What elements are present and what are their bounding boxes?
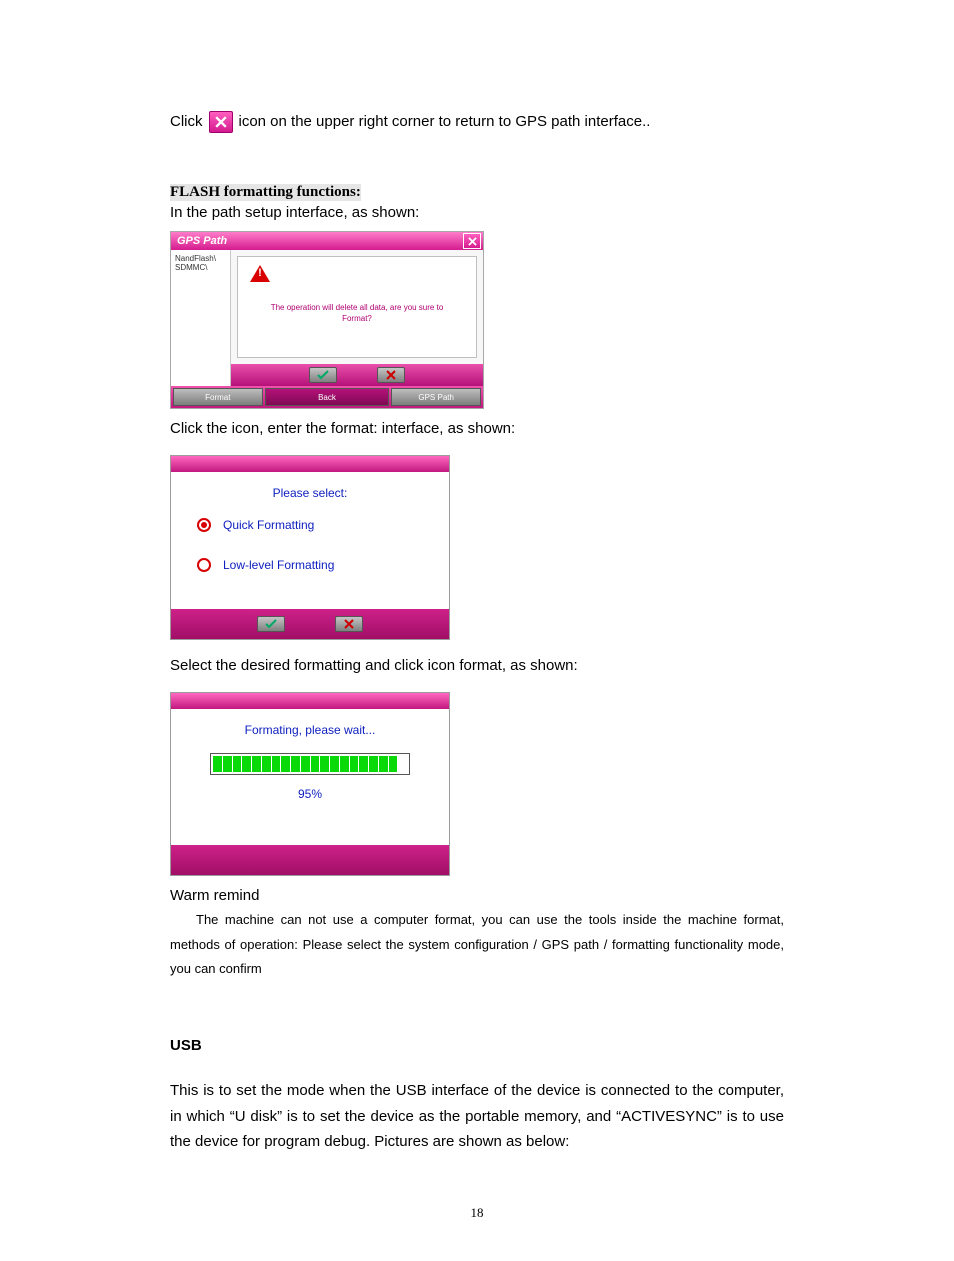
option-lowlevel[interactable]: Low-level Formatting [197, 558, 435, 572]
warm-body: The machine can not use a computer forma… [170, 908, 784, 982]
select-prompt: Please select: [185, 486, 435, 500]
option-label: Quick Formatting [223, 518, 314, 532]
dialog-titlebar: GPS Path [171, 232, 483, 250]
option-label: Low-level Formatting [223, 558, 334, 572]
page-number: 18 [170, 1205, 784, 1221]
option-quick[interactable]: Quick Formatting [197, 518, 435, 532]
confirm-button[interactable] [309, 367, 337, 383]
progress-percent: 95% [298, 787, 322, 801]
dialog-title-text: GPS Path [177, 235, 227, 247]
progress-segment [281, 756, 290, 772]
progress-segment [311, 756, 320, 772]
progress-segment [379, 756, 388, 772]
gps-path-button[interactable]: GPS Path [391, 388, 481, 406]
intro-prefix: Click [170, 110, 203, 134]
close-icon[interactable] [463, 233, 481, 249]
dialog-message-line: The operation will delete all data, are … [271, 303, 444, 313]
progress-segment [242, 756, 251, 772]
progress-segment [320, 756, 329, 772]
back-button[interactable]: Back [265, 388, 390, 406]
format-progress-dialog: Formating, please wait... 95% [170, 692, 450, 876]
radio-icon [197, 518, 211, 532]
progress-segment [389, 756, 398, 772]
progress-segment [272, 756, 281, 772]
progress-segment [223, 756, 232, 772]
folder-list: NandFlash\ SDMMC\ [171, 250, 231, 386]
progress-segment [233, 756, 242, 772]
progress-segment [359, 756, 368, 772]
usb-body: This is to set the mode when the USB int… [170, 1078, 784, 1155]
intro-suffix: icon on the upper right corner to return… [239, 110, 651, 134]
warning-icon [250, 265, 270, 282]
dialog-message-line: Format? [271, 314, 444, 324]
confirm-button[interactable] [257, 616, 285, 632]
intro-line: Click icon on the upper right corner to … [170, 110, 784, 134]
dialog-foot-bar [171, 845, 449, 875]
gps-path-dialog: GPS Path NandFlash\ SDMMC\ The operation… [170, 231, 484, 409]
progress-segment [330, 756, 339, 772]
cancel-button[interactable] [335, 616, 363, 632]
progress-message: Formating, please wait... [245, 723, 376, 737]
progress-segment [262, 756, 271, 772]
progress-segment [301, 756, 310, 772]
progress-segment [369, 756, 378, 772]
format-select-dialog: Please select: Quick Formatting Low-leve… [170, 455, 450, 640]
usb-heading: USB [170, 1037, 784, 1054]
progress-segment [398, 756, 407, 772]
flash-heading: FLASH formatting functions: [170, 184, 361, 201]
folder-item[interactable]: NandFlash\ [175, 254, 226, 263]
flash-line1: In the path setup interface, as shown: [170, 201, 784, 225]
dialog-top-bar [171, 456, 449, 472]
flash-line2: Click the icon, enter the format: interf… [170, 417, 784, 441]
radio-icon [197, 558, 211, 572]
dialog-message: The operation will delete all data, are … [271, 303, 444, 324]
progress-bar [210, 753, 410, 775]
progress-segment [350, 756, 359, 772]
warm-heading: Warm remind [170, 884, 784, 908]
dialog-top-bar [171, 693, 449, 709]
flash-line3: Select the desired formatting and click … [170, 654, 784, 678]
close-icon [209, 111, 233, 133]
progress-segment [340, 756, 349, 772]
cancel-button[interactable] [377, 367, 405, 383]
format-button[interactable]: Format [173, 388, 263, 406]
progress-segment [291, 756, 300, 772]
folder-item[interactable]: SDMMC\ [175, 263, 226, 272]
progress-segment [252, 756, 261, 772]
progress-segment [213, 756, 222, 772]
